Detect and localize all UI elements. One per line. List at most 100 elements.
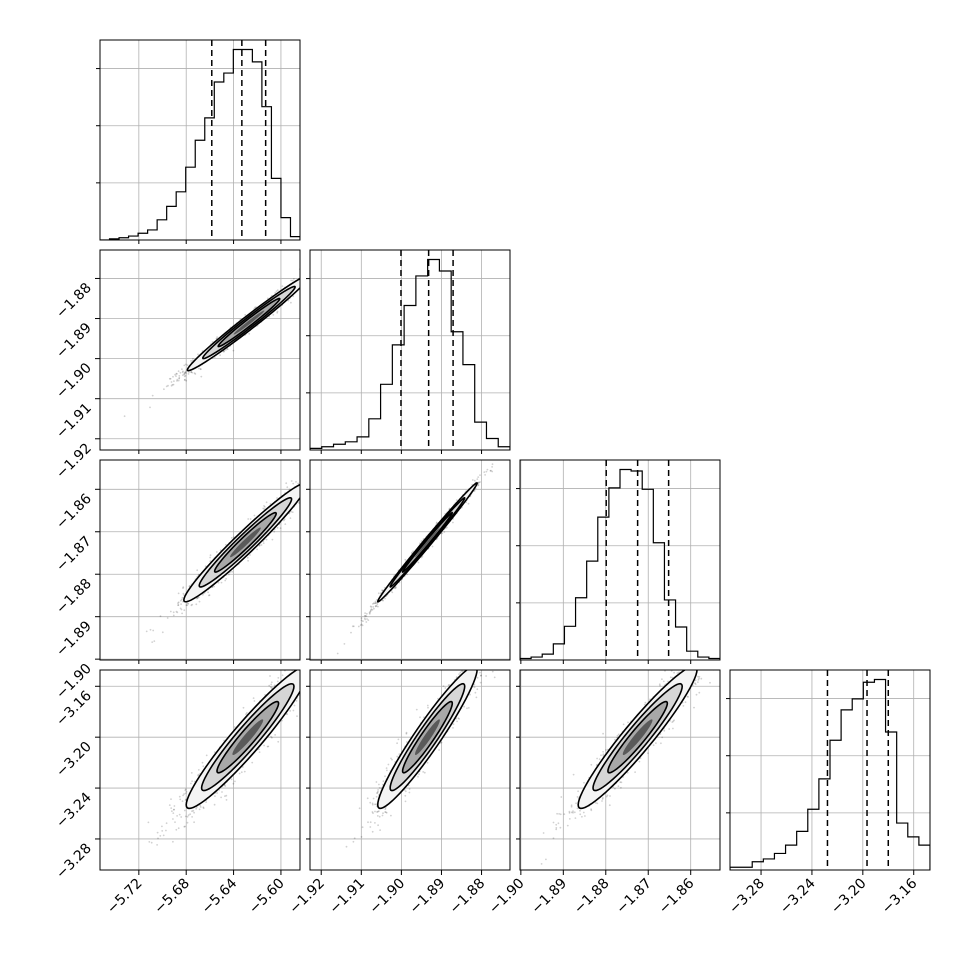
sample-point — [600, 754, 602, 757]
sample-point — [452, 521, 454, 524]
density-level — [232, 719, 264, 755]
sample-point — [170, 381, 173, 383]
sample-point — [669, 676, 672, 679]
panel-content — [100, 661, 313, 870]
sample-point — [182, 374, 184, 377]
sample-point — [182, 592, 185, 595]
sample-point — [304, 277, 306, 279]
sample-point — [225, 794, 228, 797]
sample-point — [616, 734, 619, 737]
sample-point — [497, 634, 499, 636]
sample-point — [614, 787, 616, 790]
sample-point — [364, 614, 367, 617]
sample-point — [270, 687, 273, 689]
sample-point — [173, 808, 175, 811]
sample-point — [200, 375, 203, 378]
sample-point — [246, 712, 248, 714]
sample-point — [317, 469, 319, 471]
sample-point — [458, 673, 460, 675]
axes-frame — [309, 249, 511, 451]
sample-point — [502, 450, 504, 452]
sample-point — [304, 683, 306, 685]
sample-point — [302, 661, 304, 663]
sample-point — [266, 745, 269, 748]
sample-point — [244, 314, 247, 316]
sample-point — [276, 311, 279, 314]
sample-point — [175, 828, 178, 831]
sample-point — [238, 772, 241, 775]
sample-point — [312, 483, 314, 485]
sample-point — [311, 661, 313, 663]
sample-point — [184, 792, 187, 795]
sample-point — [652, 744, 655, 747]
sample-point — [557, 822, 560, 825]
sample-point — [305, 693, 307, 695]
sample-point — [682, 705, 685, 707]
sample-point — [305, 281, 307, 283]
sample-point — [659, 684, 661, 687]
axes-frame — [99, 249, 301, 451]
sample-point — [378, 787, 381, 789]
contour-line — [401, 511, 454, 574]
sample-point — [213, 585, 216, 588]
sample-point — [315, 262, 317, 264]
sample-point — [281, 285, 284, 287]
x-tick-label: −1.88 — [571, 876, 613, 918]
sample-point — [347, 244, 349, 246]
sample-point — [364, 618, 367, 621]
sample-point — [570, 804, 573, 807]
sample-point — [422, 771, 425, 773]
sample-point — [301, 687, 303, 689]
sample-point — [716, 647, 718, 649]
sample-point — [177, 601, 180, 604]
sample-point — [290, 279, 292, 282]
sample-point — [301, 694, 303, 696]
sample-point — [183, 379, 186, 381]
sample-point — [281, 719, 283, 722]
sample-point — [289, 710, 292, 712]
sample-point — [462, 662, 464, 664]
sample-point — [375, 795, 378, 798]
sample-point — [493, 676, 496, 679]
sample-point — [418, 773, 420, 775]
sample-point — [480, 674, 482, 677]
sample-point — [243, 770, 246, 773]
y-tick-label: −1.88 — [53, 576, 95, 618]
sample-point — [479, 671, 481, 674]
sample-point — [171, 810, 173, 813]
sample-point — [438, 749, 440, 751]
contour-line — [607, 700, 669, 774]
sample-point — [303, 482, 305, 484]
sample-point — [195, 603, 198, 606]
sample-point — [360, 836, 363, 838]
sample-point — [324, 263, 326, 265]
sample-point — [183, 375, 186, 378]
sample-point — [303, 691, 305, 693]
sample-point — [477, 668, 479, 670]
sample-point — [220, 796, 223, 799]
sample-point — [270, 735, 272, 738]
sample-point — [191, 371, 194, 374]
sample-point — [224, 579, 227, 582]
sample-point — [695, 693, 698, 696]
sample-point — [301, 684, 303, 686]
sample-point — [247, 559, 250, 562]
sample-point — [575, 802, 577, 805]
sample-point — [477, 484, 479, 487]
sample-point — [377, 605, 379, 608]
sample-point — [277, 740, 280, 743]
sample-point — [377, 790, 379, 793]
sample-point — [303, 666, 305, 668]
sample-point — [448, 684, 451, 686]
sample-point — [173, 805, 176, 807]
sample-point — [576, 807, 579, 810]
sample-point — [368, 611, 371, 614]
sample-point — [661, 678, 663, 681]
sample-point — [308, 486, 310, 488]
sample-point — [292, 482, 295, 485]
sample-point — [184, 371, 187, 373]
sample-point — [192, 357, 194, 360]
sample-point — [506, 623, 508, 625]
sample-point — [366, 618, 368, 620]
sample-point — [302, 481, 304, 483]
